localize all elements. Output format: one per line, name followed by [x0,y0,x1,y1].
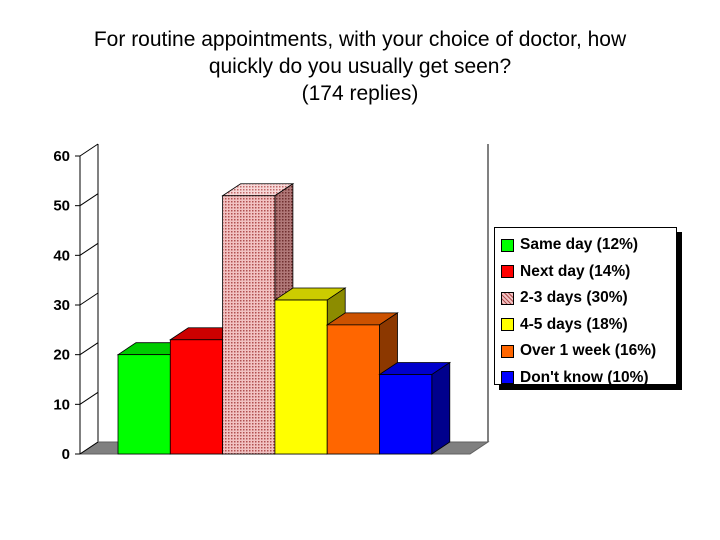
bar-6 [378,361,452,455]
gridline-stub [79,441,99,455]
y-tick-label: 0 [62,446,70,463]
gridline-stub [79,391,99,405]
legend-label: Next day (14%) [520,262,631,280]
legend-swatch [501,238,514,252]
legend-item: Don't know (10%) [501,365,676,392]
legend-swatch [501,265,514,279]
legend-swatch [501,344,514,358]
legend-label: Over 1 week (16%) [520,342,657,360]
y-tick-label: 60 [53,148,70,165]
legend-label: 4-5 days (18%) [520,315,628,333]
legend: Same day (12%) Next day (14%) 2-3 days (30… [494,227,677,386]
y-tick-label: 50 [53,198,70,215]
gridline-stub [79,292,99,306]
y-tick-label: 30 [53,297,70,314]
gridline-stub [79,342,99,356]
legend-swatch [501,318,514,332]
legend-item: Same day (12%) [501,232,676,259]
y-tick-label: 20 [53,347,70,364]
chart-title-line-1: For routine appointments, with your choi… [93,28,627,51]
bar-front-face [222,195,276,455]
y-tick-label: 40 [53,247,70,264]
bar-front-face [169,339,224,455]
bar-front-face [379,374,433,455]
gridline-stub [79,143,99,157]
bar-front-face [274,299,328,455]
y-tick-label: 10 [53,396,70,413]
gridline-stub [79,242,99,256]
legend-item: 2-3 days (30%) [501,285,676,312]
chart-title-line-3: (174 replies) [301,82,419,105]
chart-title: For routine appointments, with your choi… [0,26,720,107]
legend-item: 4-5 days (18%) [501,312,676,339]
gridline-stub [79,193,99,207]
legend-item: Over 1 week (16%) [501,338,676,365]
legend-label: Don't know (10%) [520,368,649,386]
legend-item: Next day (14%) [501,259,676,286]
legend-label: 2-3 days (30%) [520,289,628,307]
legend-swatch [501,291,514,305]
bar-side-face [431,361,451,455]
legend-label: Same day (12%) [520,236,639,254]
legend-swatch [501,371,514,385]
chart-title-line-2: quickly do you usually get seen? [208,55,512,78]
bar-front-face [326,324,380,455]
bar-front-face [117,354,171,455]
